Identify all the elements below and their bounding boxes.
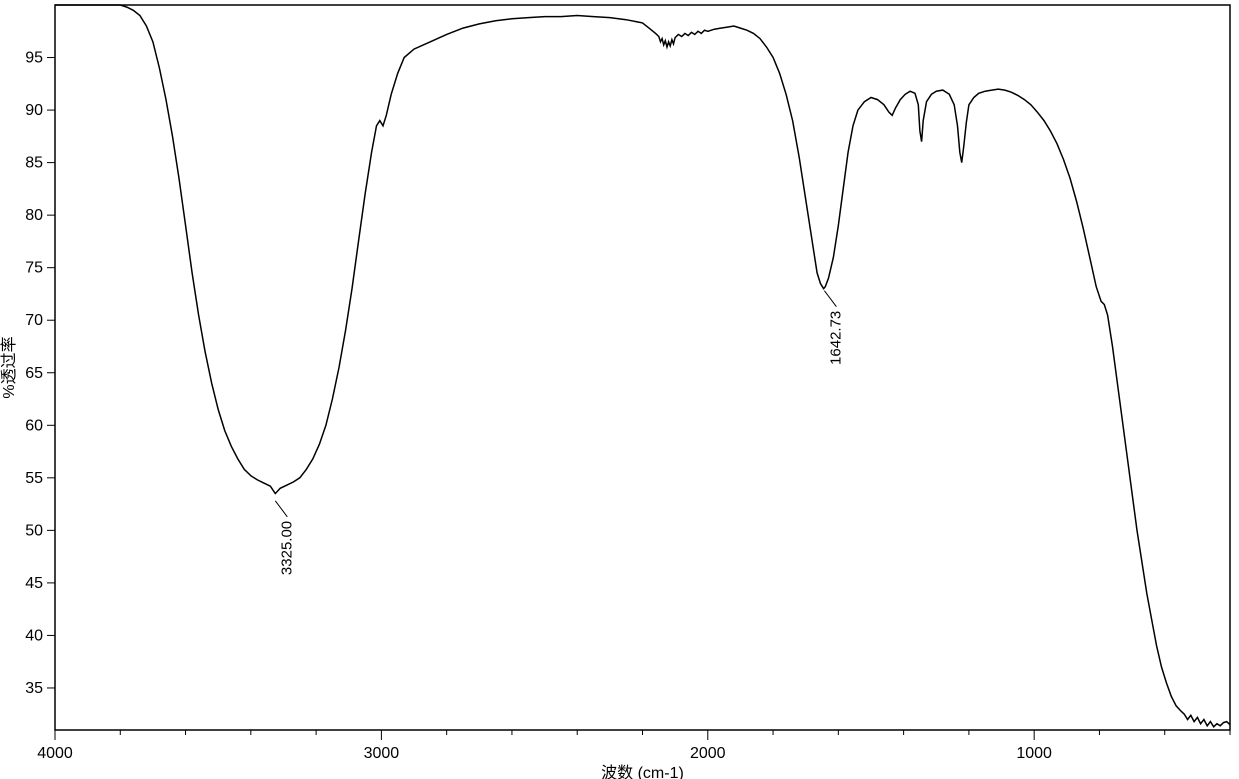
y-tick-label: 75 [25,260,43,277]
y-tick-label: 35 [25,680,43,697]
y-tick-label: 50 [25,522,43,539]
chart-svg: 4000 3000 2000 1000 波数 (cm-1) 35 40 45 50 55 60 65 7… [0,0,1239,779]
y-tick-label: 45 [25,575,43,592]
y-tick-label: 55 [25,470,43,487]
y-tick-label: 40 [25,627,43,644]
x-tick-label: 2000 [690,745,726,762]
x-tick-label: 4000 [37,745,73,762]
y-tick-label: 65 [25,365,43,382]
y-tick-label: 70 [25,312,43,329]
peak-label: 3325.00 [278,521,295,575]
ir-spectrum-chart: 4000 3000 2000 1000 波数 (cm-1) 35 40 45 50 55 60 65 7… [0,0,1239,779]
x-tick-label: 3000 [364,745,400,762]
x-tick-label: 1000 [1016,745,1052,762]
spectrum-trace [55,5,1230,727]
peak-leader [824,291,836,307]
y-tick-label: 95 [25,50,43,67]
y-tick-label: 80 [25,207,43,224]
y-tick-label: 60 [25,417,43,434]
plot-border [55,5,1230,730]
y-tick-label: 90 [25,102,43,119]
peak-label: 1642.73 [827,311,844,365]
y-tick-label: 85 [25,155,43,172]
peak-leader [275,501,287,517]
x-axis-label: 波数 (cm-1) [601,764,684,779]
y-axis-label: %透过率 [0,336,18,398]
